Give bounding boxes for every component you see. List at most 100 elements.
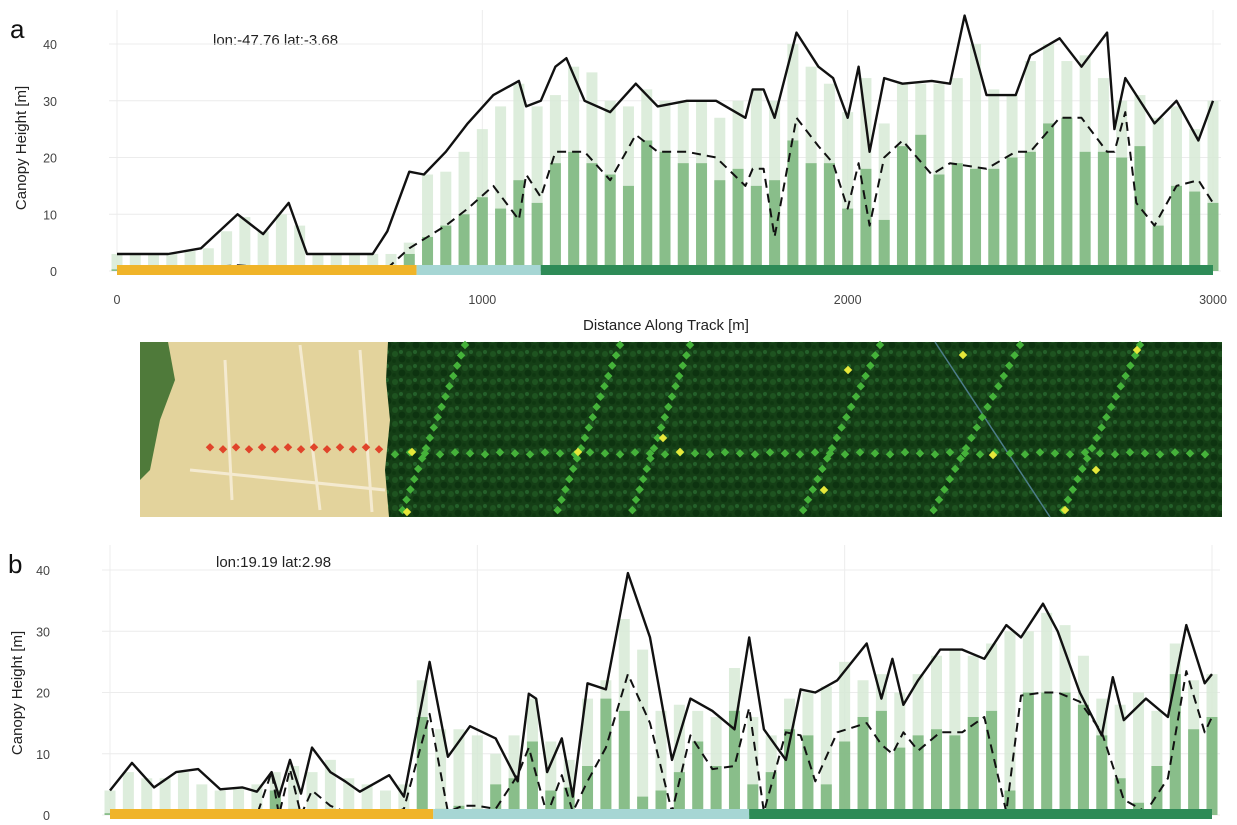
footprint-marker: [433, 412, 442, 422]
footprint-marker: [460, 340, 470, 350]
footprint-marker: [1106, 402, 1116, 412]
footprint-marker: [585, 448, 595, 457]
footprint-marker: [1078, 464, 1087, 474]
footprint-marker: [450, 448, 460, 457]
mean-height-bar: [931, 729, 942, 815]
max-height-line: [109, 571, 1213, 798]
mean-height-bar: [1134, 146, 1146, 271]
footprint-marker: [270, 445, 280, 454]
footprint-marker: [929, 505, 938, 515]
footprint-marker: [837, 423, 846, 432]
max-height-bar: [513, 83, 525, 271]
footprint-marker: [671, 382, 680, 391]
footprint-marker: [1087, 443, 1097, 453]
footprint-marker: [557, 495, 566, 505]
bare-soil-area: [140, 342, 390, 517]
footprint-marker: [1082, 454, 1092, 463]
mean-height-bar: [747, 784, 759, 815]
footprint-marker: [1140, 449, 1150, 458]
mean-height-bar: [1041, 692, 1053, 815]
y-tick-label: 40: [43, 38, 57, 52]
footprint-marker: [630, 448, 640, 457]
riparian-vegetation: [140, 342, 175, 480]
segment-bare: [117, 265, 417, 275]
mean-height-bar: [659, 151, 671, 271]
footprint-marker: [667, 392, 677, 401]
footprint-marker: [1004, 361, 1014, 370]
mean-height-bar: [857, 717, 869, 815]
footprint-marker: [244, 445, 254, 454]
max-height-bar: [233, 787, 245, 815]
mean-height-bar: [568, 151, 580, 271]
mean-height-bar: [750, 185, 762, 271]
footprint-marker: [945, 474, 955, 484]
panel-label-a: a: [10, 14, 25, 44]
mean-height-bar: [728, 710, 740, 815]
footprint-marker: [296, 445, 306, 454]
mean-height-bar: [549, 163, 561, 271]
mean-height-bar: [1151, 766, 1163, 815]
footprint-marker: [674, 371, 684, 381]
footprint-marker: [1068, 485, 1078, 494]
footprint-marker: [642, 464, 652, 474]
footprint-marker: [580, 433, 590, 443]
max-height-bar: [312, 253, 324, 271]
footprint-marker: [417, 454, 427, 463]
max-height-bar: [878, 123, 890, 271]
max-height-bar: [750, 89, 762, 272]
footprint-marker: [410, 474, 419, 484]
max-height-bar: [324, 759, 336, 815]
max-height-bar: [111, 253, 123, 271]
footprint-marker: [435, 450, 445, 459]
max-height-bar: [257, 231, 269, 271]
mean-height-bar: [875, 710, 887, 815]
max-height-bar: [531, 106, 543, 271]
footprint-marker: [628, 505, 637, 515]
max-height-bar: [545, 741, 557, 815]
mean-height-bar: [878, 219, 890, 271]
gedi-footprints: [205, 340, 1210, 517]
mean-height-bar: [970, 168, 982, 271]
mean-height-bar: [641, 140, 653, 271]
footprint-marker: [231, 443, 241, 452]
max-height-bar: [637, 649, 649, 815]
panel-a: a lon:-47.76 lat:-3.68 Canopy Height [m]…: [10, 10, 1227, 334]
max-height-bar: [122, 772, 134, 815]
footprint-marker: [1097, 423, 1106, 432]
landcover-segments-b: [110, 809, 1212, 819]
panel-b: b lon:19.19 lat:2.98 Canopy Height [m] 0…: [8, 545, 1220, 823]
footprint-marker: [555, 449, 565, 458]
mean-height-bar: [618, 710, 630, 815]
mean-height-bar: [1061, 117, 1073, 272]
mean-height-bar: [1189, 191, 1201, 271]
mean-height-bar: [1043, 123, 1055, 271]
footprint-marker: [390, 450, 400, 459]
footprint-marker: [840, 450, 850, 459]
max-height-bar: [582, 698, 594, 815]
max-height-bar: [398, 784, 410, 815]
mean-height-bar: [422, 236, 434, 271]
mean-height-bar: [1059, 692, 1071, 815]
footprint-marker-high: [988, 450, 998, 460]
y-tick-label: 0: [43, 809, 50, 823]
footprint-marker: [988, 392, 998, 401]
mean-height-bar: [769, 180, 781, 271]
footprint-marker: [600, 382, 609, 391]
x-tick-labels-a: 0 1000 2000 3000: [114, 293, 1227, 307]
footprint-marker: [525, 450, 535, 459]
max-height-bar: [1133, 692, 1145, 815]
footprint-marker: [1073, 474, 1082, 484]
footprint-marker: [1111, 392, 1121, 401]
footprint-marker: [335, 443, 345, 452]
footprint-marker: [649, 443, 659, 453]
footprint-marker: [780, 449, 790, 458]
max-height-bar: [129, 253, 141, 271]
footprint-marker: [1092, 433, 1102, 443]
footprint-marker: [842, 412, 851, 422]
footprint-marker: [765, 448, 775, 457]
footprint-marker: [495, 448, 505, 457]
footprint-marker-high: [819, 485, 829, 495]
footprint-marker: [635, 485, 644, 494]
footprint-marker-high: [675, 447, 685, 457]
footprint-marker: [1065, 450, 1075, 459]
